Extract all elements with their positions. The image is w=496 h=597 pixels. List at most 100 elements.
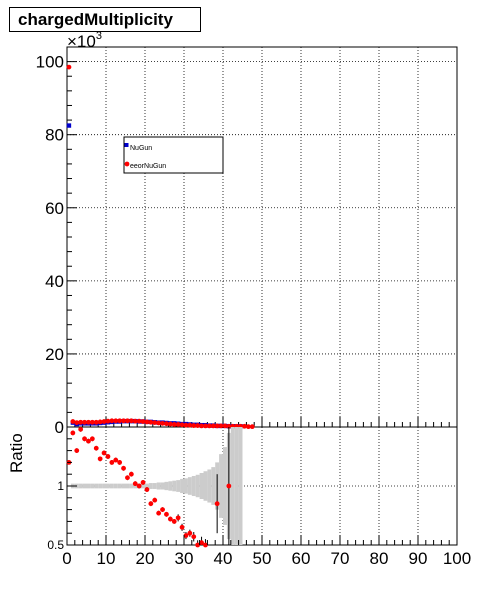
band-bin [86,483,91,489]
data-point-eeornugun [191,423,197,428]
data-point-eeornugun [156,420,162,426]
ratio-point [125,475,130,481]
ratio-point [160,507,165,512]
x-tick-label: 0 [62,549,71,568]
y-tick-label: 80 [45,126,64,145]
y-tick-label: 0 [55,418,64,437]
band-bin [191,475,196,497]
y-tick-label: 60 [45,199,64,218]
band-bin [168,481,173,491]
data-point-eeornugun [171,422,177,427]
band-bin [102,483,106,489]
data-point-eeornugun [144,419,150,425]
x-tick-label: 20 [136,549,155,568]
ratio-point [214,501,220,507]
band-bin [203,471,208,501]
band-bin [207,469,212,503]
ratio-point [164,511,169,517]
band-bin [121,483,126,489]
ratio-point [136,483,142,489]
top-y-tick-labels: 0 20 40 60 80 100 [36,53,64,437]
series-eeornugun [66,64,255,430]
data-point-eeornugun [93,419,99,425]
data-point-eeornugun [175,422,181,427]
data-point-eeornugun [121,418,126,424]
ratio-point [167,516,173,522]
legend-label-nugun: NuGun [130,145,152,152]
bottom-gridlines [67,427,457,545]
histogram-title: chargedMultiplicity [9,7,201,32]
band-bin [156,482,161,490]
band-bin [78,483,83,489]
data-point-eeornugun [226,423,232,429]
x-tick-label: 80 [370,549,389,568]
ratio-point [70,430,76,436]
data-point-eeornugun [78,419,84,425]
data-point-eeornugun [125,418,130,424]
ratio-point [74,448,80,453]
data-point-eeornugun [203,423,208,429]
data-point-eeornugun [101,419,107,424]
ratio-point [105,454,111,459]
legend-label-eeornugun: eeorNuGun [130,163,166,170]
band-bin [184,478,188,494]
ratio-point [89,436,95,442]
band-bin [152,483,157,489]
ratio-point [156,510,162,516]
ratio-axis-label: Ratio [7,433,26,473]
data-point-eeornugun [195,423,201,428]
ratio-point [179,524,185,530]
band-bin [172,480,177,492]
data-point-eeornugun [214,423,220,429]
ratio-point [97,456,103,462]
band-bin [82,483,87,489]
data-point-eeornugun [218,423,224,429]
band-bin [195,474,200,498]
band-bin [211,467,216,505]
band-bin [98,483,103,489]
ratio-point [195,542,201,548]
top-gridlines [67,47,457,427]
data-point-eeornugun [148,419,154,425]
ratio-point [86,438,91,444]
legend: NuGun eeorNuGun [123,136,224,174]
series-ratio [66,426,232,548]
legend-marker-eeornugun [124,161,130,167]
x-tick-labels: 0 10 20 30 40 50 60 70 80 90 100 [62,549,471,568]
data-point-eeornugun [179,422,185,428]
data-point-eeornugun [89,419,95,425]
exponent-label: ×103 [67,30,102,51]
ratio-point [82,436,87,442]
x-tick-label: 30 [175,549,194,568]
band-bin [117,483,122,489]
data-point-eeornugun [183,422,189,428]
y-tick-label: 40 [45,272,64,291]
y-tick-label: 100 [36,53,64,72]
ratio-point [148,501,154,507]
data-point-eeornugun [132,418,138,424]
band-bin [125,483,130,489]
ratio-point [183,533,189,538]
x-tick-label: 40 [214,549,233,568]
ratio-uncertainty-band [67,427,243,545]
ratio-point [175,515,181,521]
data-point-eeornugun [164,421,169,427]
ratio-point [144,487,150,492]
data-point-eeornugun [128,418,134,424]
y-tick-label: 1 [57,479,64,493]
ratio-point [171,519,177,524]
band-bin [238,427,243,545]
data-point-eeornugun [70,419,76,424]
ratio-point [140,480,146,485]
band-bin [106,483,110,489]
band-bin [219,454,223,518]
ratio-point [203,542,208,548]
ratio-point [128,471,134,477]
data-point-eeornugun [199,423,204,429]
band-bin [129,483,134,489]
bottom-axis-ticks [66,426,458,546]
band-bin [164,481,169,491]
band-bin [141,483,145,489]
band-bin [109,483,114,489]
